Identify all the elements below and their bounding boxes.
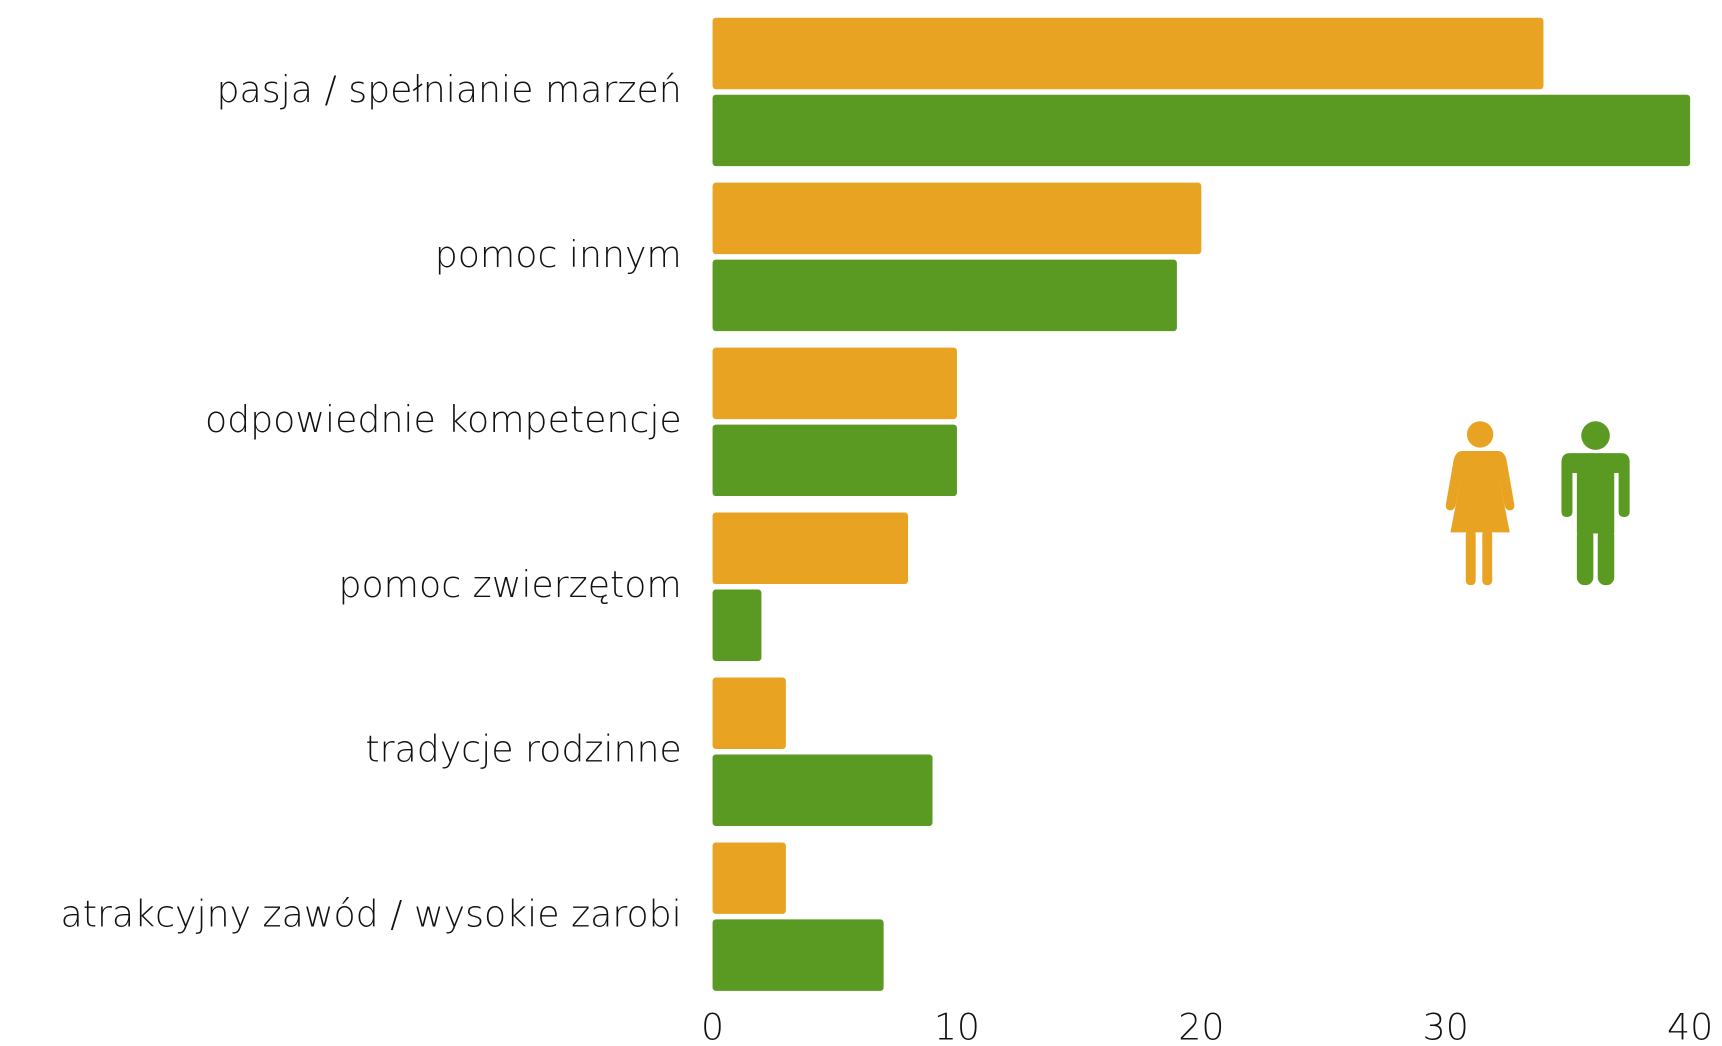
x-tick-label: 0 xyxy=(701,1005,724,1046)
bar xyxy=(712,842,786,914)
bar xyxy=(712,259,1177,332)
x-tick-label: 30 xyxy=(1423,1005,1469,1046)
legend-icons xyxy=(1445,421,1630,586)
bar xyxy=(712,919,884,991)
bar xyxy=(712,512,909,585)
bar xyxy=(712,347,957,420)
y-tick-label: odpowiednie kompetencje xyxy=(205,398,682,441)
bar xyxy=(712,677,786,749)
x-tick-label: 40 xyxy=(1667,1005,1713,1046)
bar xyxy=(712,424,957,497)
bar xyxy=(712,94,1691,167)
bar xyxy=(712,182,1202,255)
y-tick-label: tradycje rodzinne xyxy=(365,728,681,771)
x-tick-label: 20 xyxy=(1178,1005,1224,1046)
y-tick-label: pomoc innym xyxy=(435,233,682,276)
woman-icon xyxy=(1445,421,1515,586)
bar xyxy=(712,17,1544,90)
bar xyxy=(712,754,933,826)
x-tick-label: 10 xyxy=(934,1005,980,1046)
y-tick-label: pomoc zwierzętom xyxy=(338,563,681,606)
y-tick-label: atrakcyjny zawód / wysokie zarobi xyxy=(61,893,682,936)
y-tick-label: pasja / spełnianie marzeń xyxy=(217,68,682,111)
bar xyxy=(712,589,762,662)
man-icon xyxy=(1561,421,1630,586)
